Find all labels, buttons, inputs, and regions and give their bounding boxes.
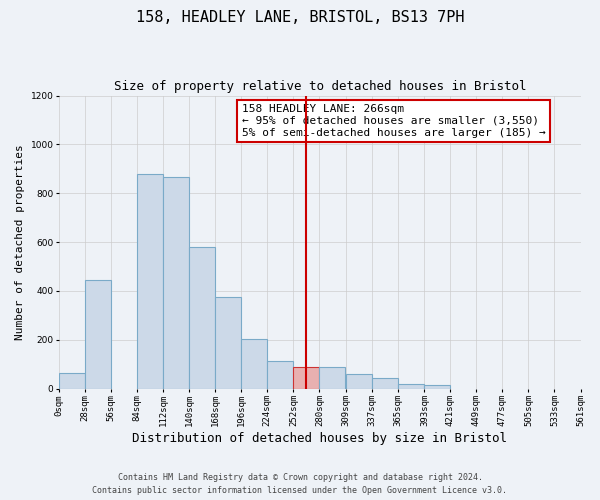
Bar (293, 366, 319, 388)
Bar (241, 338, 267, 388)
Y-axis label: Number of detached properties: Number of detached properties (15, 144, 25, 340)
Bar (424, 385, 451, 388)
Bar (189, 247, 215, 388)
Bar (163, 178, 189, 388)
Bar (373, 378, 398, 388)
Bar (215, 297, 241, 388)
Bar (346, 374, 373, 388)
X-axis label: Distribution of detached houses by size in Bristol: Distribution of detached houses by size … (133, 432, 508, 445)
Bar (398, 384, 424, 388)
Bar (319, 366, 346, 388)
Bar (267, 360, 293, 388)
Title: Size of property relative to detached houses in Bristol: Size of property relative to detached ho… (113, 80, 526, 93)
Bar (59, 373, 85, 388)
Text: 158 HEADLEY LANE: 266sqm
← 95% of detached houses are smaller (3,550)
5% of semi: 158 HEADLEY LANE: 266sqm ← 95% of detach… (242, 104, 545, 138)
Bar (85, 280, 111, 388)
Text: 158, HEADLEY LANE, BRISTOL, BS13 7PH: 158, HEADLEY LANE, BRISTOL, BS13 7PH (136, 10, 464, 25)
Bar (137, 174, 163, 388)
Text: Contains HM Land Registry data © Crown copyright and database right 2024.
Contai: Contains HM Land Registry data © Crown c… (92, 474, 508, 495)
